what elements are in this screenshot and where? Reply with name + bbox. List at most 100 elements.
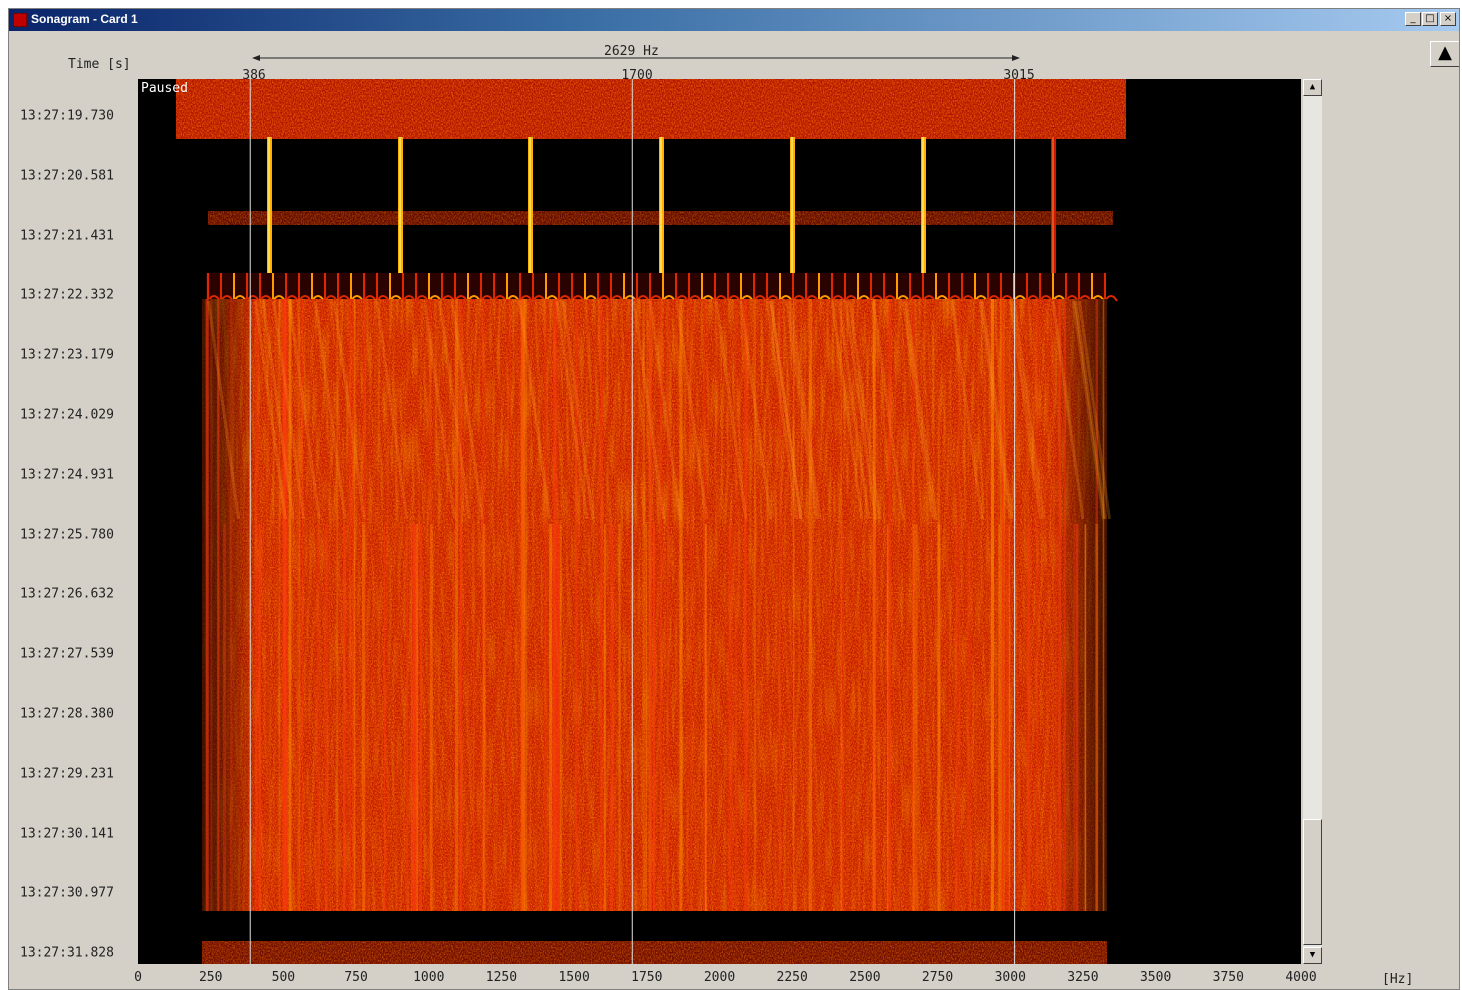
signal-streak: [361, 524, 365, 911]
signal-streak: [544, 299, 547, 911]
signal-streak: [406, 524, 408, 911]
diagonal-streak: [375, 300, 409, 520]
diagonal-streak: [261, 300, 295, 520]
minimize-button[interactable]: _: [1405, 12, 1421, 26]
diagonal-streak: [769, 300, 803, 520]
signal-streak: [336, 299, 339, 911]
scroll-thumb[interactable]: [1303, 819, 1322, 945]
signal-streak: [353, 299, 356, 911]
signal-streak: [792, 299, 795, 911]
signal-streak: [482, 299, 485, 911]
diagonal-streak: [423, 300, 457, 520]
signal-streak: [384, 524, 386, 911]
signal-streak: [1084, 524, 1087, 911]
comb-background: [206, 273, 1106, 303]
signal-streak: [1095, 524, 1099, 911]
signal-streak: [1036, 299, 1039, 911]
diagonal-streak: [837, 300, 871, 520]
scroll-top-button[interactable]: ▲: [1430, 41, 1459, 67]
maximize-button[interactable]: □: [1422, 12, 1438, 26]
signal-streak: [808, 299, 813, 911]
signal-streak: [679, 299, 683, 911]
signal-streak: [915, 524, 918, 911]
marker-span-arrow: [252, 55, 1020, 61]
signal-streak: [472, 524, 475, 911]
signal-streak: [285, 299, 288, 911]
signal-streak: [603, 524, 606, 911]
tone-bars: [267, 137, 1056, 275]
signal-streak: [222, 524, 227, 911]
signal-streak: [455, 299, 458, 911]
title-bar[interactable]: Sonagram - Card 1 _ □ ×: [9, 9, 1459, 31]
signal-streak: [217, 299, 220, 911]
signal-streak: [1102, 299, 1105, 911]
diagonal-streak: [1051, 300, 1085, 520]
signal-streak: [728, 524, 732, 911]
frequency-unit-label: [Hz]: [1382, 972, 1414, 987]
signal-streak: [1027, 524, 1030, 911]
signal-streak: [520, 299, 524, 911]
signal-streak: [872, 299, 876, 911]
time-tick-label: 13:27:30.141: [20, 826, 114, 842]
frequency-tick-label: 3250: [1067, 970, 1099, 985]
diagonal-streak: [675, 300, 709, 520]
signal-streak: [1055, 524, 1057, 911]
tone-bar-core: [1052, 137, 1054, 275]
signal-streak: [1073, 524, 1075, 911]
tone-bar: [1051, 137, 1056, 275]
signal-streak: [362, 299, 367, 911]
signal-streak: [1001, 299, 1005, 911]
signal-streak: [642, 299, 646, 911]
scroll-up-button[interactable]: ▲: [1303, 79, 1322, 96]
signal-streak: [205, 299, 209, 911]
signal-streak: [735, 299, 737, 911]
diagonal-streak: [313, 300, 347, 520]
time-tick-label: 13:27:29.231: [20, 766, 114, 782]
signal-streak: [840, 299, 842, 911]
signal-streak: [352, 299, 354, 911]
signal-streak: [410, 524, 412, 911]
diagonal-streak: [561, 300, 595, 520]
vertical-scrollbar[interactable]: ▲ ▼: [1303, 79, 1322, 964]
signal-streak: [420, 524, 423, 911]
signal-streak: [255, 299, 258, 911]
frequency-tick-label: 3000: [994, 970, 1026, 985]
signal-streak: [302, 299, 304, 911]
diagonal-streak: [1012, 300, 1046, 520]
signal-streak: [349, 299, 352, 911]
signal-streak: [556, 524, 559, 911]
frequency-tick-label: 2750: [921, 970, 954, 985]
signal-streak: [648, 299, 651, 911]
frequency-tick-label: 4000: [1285, 970, 1317, 985]
time-tick-label: 13:27:28.380: [20, 706, 114, 722]
signal-streak: [546, 299, 548, 911]
close-button[interactable]: ×: [1440, 12, 1456, 26]
diagonal-streak: [1072, 300, 1106, 520]
diagonal-streak: [871, 300, 905, 520]
scroll-down-button[interactable]: ▼: [1303, 947, 1322, 964]
signal-streak: [559, 524, 562, 911]
signal-streak: [659, 299, 663, 911]
time-tick-label: 13:27:23.179: [20, 347, 114, 363]
signal-streak: [324, 524, 329, 911]
comb-row: [206, 273, 1118, 303]
sonagram-plot[interactable]: Paused: [138, 79, 1301, 964]
frequency-tick-label: 0: [134, 970, 142, 985]
tone-bar-core: [529, 137, 531, 275]
tone-bar-core: [922, 137, 924, 275]
tone-bar-core: [268, 137, 270, 275]
time-tick-label: 13:27:24.931: [20, 467, 114, 483]
signal-streak: [318, 524, 320, 911]
signal-streak: [210, 299, 213, 911]
diagonal-streak: [272, 300, 306, 520]
signal-streak: [413, 524, 415, 911]
signal-streak: [558, 524, 560, 911]
time-tick-label: 13:27:20.581: [20, 168, 114, 184]
signal-streak: [1008, 524, 1011, 911]
time-tick-label: 13:27:30.977: [20, 885, 114, 901]
marker-span-label: 2629 Hz: [604, 44, 659, 59]
signal-streak: [955, 524, 959, 911]
signal-streak: [645, 524, 647, 911]
diagonal-streak: [848, 300, 882, 520]
diagonal-streak: [648, 300, 682, 520]
